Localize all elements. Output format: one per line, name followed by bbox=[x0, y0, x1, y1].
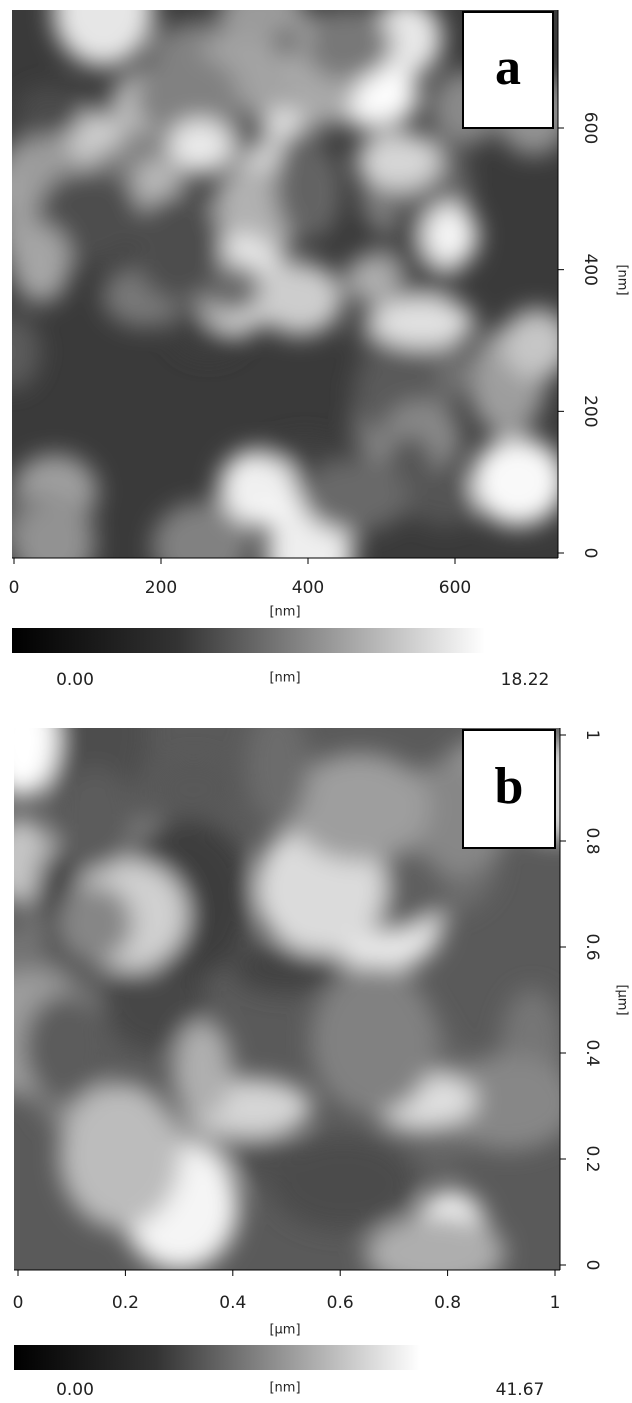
grain bbox=[274, 128, 326, 237]
y-tick-label: 0.2 bbox=[582, 1145, 602, 1172]
grain bbox=[256, 262, 344, 336]
x-axis-unit: [µm] bbox=[269, 1323, 300, 1338]
afm-image bbox=[14, 728, 560, 1270]
x-tick-label: 600 bbox=[439, 578, 471, 598]
colorbar bbox=[14, 1345, 420, 1370]
colorbar-unit: [nm] bbox=[269, 671, 300, 686]
panel-label-box bbox=[462, 729, 556, 849]
grain bbox=[167, 119, 233, 173]
grain bbox=[365, 1215, 505, 1270]
grain bbox=[134, 53, 240, 141]
grain bbox=[304, 10, 392, 81]
grain bbox=[246, 728, 309, 825]
colorbar-min: 0.00 bbox=[56, 1380, 94, 1400]
x-tick-label: 1 bbox=[550, 1293, 561, 1313]
grain bbox=[502, 308, 558, 379]
grain bbox=[470, 437, 558, 526]
grain bbox=[270, 1136, 416, 1231]
grain bbox=[24, 994, 108, 1101]
y-axis-unit: [nm] bbox=[615, 264, 630, 295]
y-tick-label: 0 bbox=[582, 1260, 602, 1271]
grain bbox=[172, 1020, 232, 1120]
x-axis-unit: [nm] bbox=[269, 605, 300, 620]
colorbar-max: 41.67 bbox=[496, 1380, 545, 1400]
x-tick-label: 0.6 bbox=[327, 1293, 354, 1313]
x-tick-label: 0.4 bbox=[219, 1293, 246, 1313]
y-tick-label: 0.4 bbox=[582, 1039, 602, 1066]
grain bbox=[152, 758, 236, 820]
grain bbox=[219, 455, 296, 512]
grain bbox=[57, 884, 133, 962]
panel-label-box bbox=[462, 11, 554, 129]
grain bbox=[370, 10, 443, 78]
colorbar-min: 0.00 bbox=[56, 670, 94, 690]
grain bbox=[369, 296, 475, 349]
panel-label: b bbox=[495, 758, 524, 815]
colorbar-max: 18.22 bbox=[501, 670, 550, 690]
grain bbox=[15, 86, 84, 138]
grain bbox=[14, 728, 59, 797]
y-tick-label: 0.8 bbox=[582, 827, 602, 854]
x-tick-label: 200 bbox=[145, 578, 177, 598]
grain bbox=[12, 314, 41, 390]
grain bbox=[422, 204, 478, 268]
colorbar-unit: [nm] bbox=[269, 1381, 300, 1396]
grain bbox=[59, 1082, 181, 1229]
grain bbox=[218, 10, 306, 41]
x-tick-label: 0 bbox=[9, 578, 20, 598]
grain bbox=[345, 254, 401, 305]
grain bbox=[232, 942, 338, 995]
grain bbox=[12, 498, 95, 558]
y-tick-label: 0.6 bbox=[582, 933, 602, 960]
y-tick-label: 600 bbox=[580, 112, 600, 144]
y-tick-label: 0 bbox=[580, 548, 600, 559]
y-tick-label: 400 bbox=[580, 253, 600, 285]
grain bbox=[310, 965, 436, 1115]
grain bbox=[133, 193, 224, 301]
grain bbox=[53, 10, 154, 67]
grain bbox=[301, 459, 409, 533]
grain bbox=[355, 132, 442, 191]
grain bbox=[56, 766, 134, 871]
x-tick-label: 0.2 bbox=[112, 1293, 139, 1313]
y-tick-label: 200 bbox=[580, 395, 600, 427]
grain bbox=[288, 753, 430, 862]
x-tick-label: 0.8 bbox=[434, 1293, 461, 1313]
x-tick-label: 0 bbox=[13, 1293, 24, 1313]
grain bbox=[440, 1054, 560, 1151]
panel-label: a bbox=[495, 39, 521, 96]
x-tick-label: 400 bbox=[292, 578, 324, 598]
colorbar bbox=[12, 628, 485, 653]
grain bbox=[151, 502, 251, 558]
y-tick-label: 1 bbox=[582, 730, 602, 741]
y-axis-unit: [µm] bbox=[615, 984, 630, 1015]
grain bbox=[12, 224, 71, 304]
